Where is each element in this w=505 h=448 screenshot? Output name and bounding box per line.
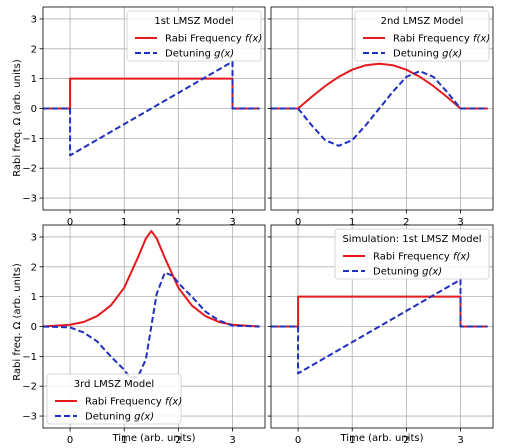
legend: Simulation: 1st LMSZ Model Rabi Frequency… [334,228,490,280]
plot-frame [42,6,266,211]
x-axis-label-right: Time (arb. units) [340,433,424,444]
legend-title: 1st LMSZ Model [154,16,233,27]
detuning-series-line [271,278,488,375]
detuning-series-line [271,70,488,147]
y-tick-label: 0 [31,104,37,115]
legend-entry: Detuning g(x) [373,267,442,278]
x-axis-label-left: Time (arb. units) [112,433,196,444]
x-tick-label: 0 [295,435,301,446]
x-tick-label: 0 [295,217,301,228]
y-tick-label: 3 [31,14,37,25]
rabi-series-line [271,295,488,328]
legend-entry: Detuning g(x) [85,412,154,423]
y-tick-label: 2 [31,262,37,273]
detuning-series-line [43,60,260,157]
legend-title: Simulation: 1st LMSZ Model [342,234,481,245]
y-tick-label: −2 [22,164,37,175]
y-tick-label: −1 [22,352,37,363]
y-tick-label: −3 [22,194,37,205]
x-tick-label: 1 [121,217,127,228]
plot-frame [270,6,494,211]
rabi-series-line [43,77,260,110]
rabi-series-line [43,229,260,328]
legend-box [354,10,490,62]
x-tick-label: 2 [403,435,409,446]
detuning-series-line [43,271,260,379]
legend-entry: Rabi Frequency f(x) [393,34,490,45]
panel-3: 0 1 2 3 −3 −2 −1 0 1 2 3 3rd LMSZ Model Rabi Frequen… [22,224,266,446]
y-tick-label: −3 [22,412,37,423]
x-tick-label: 1 [349,217,355,228]
legend-entry: Rabi Frequency f(x) [165,34,262,45]
panel-2: 0 1 2 3 2nd LMSZ Model Rabi Frequency f(x) Det… [267,6,494,228]
plot-frame [42,224,266,429]
legend: 2nd LMSZ Model Rabi Frequency f(x) Detunin… [354,10,490,62]
legend-entry: Detuning g(x) [393,49,462,60]
x-tick-label: 1 [349,435,355,446]
legend: 1st LMSZ Model Rabi Frequency f(x) Detunin… [126,10,262,62]
rabi-series-line [271,62,488,110]
x-tick-label: 1 [121,435,127,446]
legend-title: 2nd LMSZ Model [381,16,464,27]
y-tick-label: 2 [31,44,37,55]
x-tick-label: 2 [175,435,181,446]
y-tick-label: −2 [22,382,37,393]
y-tick-label: −1 [22,134,37,145]
legend-title: 3rd LMSZ Model [74,379,154,390]
legend-box [46,373,182,425]
x-tick-label: 3 [229,217,235,228]
panel-4: 0 1 2 3 Simulation: 1st LMSZ Model Rabi Frequ… [267,224,494,446]
x-tick-label: 2 [403,217,409,228]
y-tick-label: 1 [31,292,37,303]
x-tick-label: 3 [457,217,463,228]
x-tick-label: 2 [175,217,181,228]
panel-1: 0 1 2 3 −3 −2 −1 0 1 2 3 1st LMSZ Model Rabi Frequen… [22,6,266,228]
legend-entry: Rabi Frequency f(x) [85,397,182,408]
x-tick-label: 0 [67,435,73,446]
y-tick-label: 3 [31,232,37,243]
plot-frame [270,224,494,429]
legend-entry: Detuning g(x) [165,49,234,60]
y-tick-label: 1 [31,74,37,85]
y-tick-label: 0 [31,322,37,333]
x-tick-label: 3 [457,435,463,446]
legend-box [126,10,262,62]
legend: 3rd LMSZ Model Rabi Frequency f(x) Detunin… [46,373,182,425]
y-axis-label-top: Rabi freq. Ω (arb. units) [12,59,23,177]
x-tick-label: 0 [67,217,73,228]
legend-box [334,228,490,280]
y-axis-label-bottom: Rabi freq. Ω (arb. units) [12,263,23,381]
x-tick-label: 3 [229,435,235,446]
legend-entry: Rabi Frequency f(x) [373,252,470,263]
